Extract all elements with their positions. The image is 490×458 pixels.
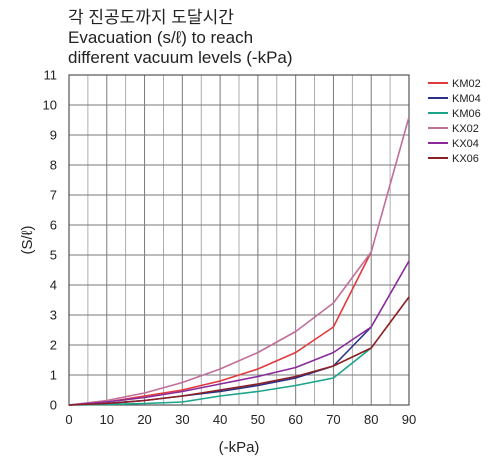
y-tick-label: 5 [50,248,57,263]
tick-labels: 0 10 20 30 40 50 60 70 80 90 0 1 2 3 4 5 6 7 8 9 10 11 [43,68,417,428]
y-axis-label: (S/ℓ) [19,225,36,254]
plot-frame [68,74,410,406]
x-tick-label: 80 [364,412,378,427]
x-tick-label: 0 [65,412,72,427]
legend-item-kx04: KX04 [428,138,479,150]
series-line-kx06 [68,296,410,406]
series-lines [68,116,410,406]
legend: KM02 KM04 KM06 KX02 KX04 KX06 [428,78,481,165]
legend-label: KX04 [452,138,479,150]
x-tick-label: 70 [326,412,340,427]
series-line-kx02 [68,116,410,406]
y-tick-label: 1 [50,368,57,383]
y-tick-label: 11 [44,68,58,83]
series-line-kx04 [68,260,410,406]
y-tick-label: 7 [50,188,57,203]
legend-label: KM04 [452,93,481,105]
chart-title-line-2: Evacuation (s/ℓ) to reach [68,28,254,47]
legend-label: KX06 [452,153,479,165]
legend-item-kx06: KX06 [428,153,479,165]
x-tick-label: 90 [402,412,416,427]
x-tick-label: 40 [213,412,227,427]
x-tick-label: 30 [175,412,189,427]
y-tick-label: 9 [50,128,57,143]
series-line-km06 [68,347,372,406]
x-tick-label: 20 [137,412,151,427]
y-tick-label: 3 [50,308,57,323]
legend-label: KM06 [452,108,481,120]
x-tick-label: 50 [251,412,265,427]
grid [68,74,410,406]
legend-item-kx02: KX02 [428,123,479,135]
legend-item-km04: KM04 [428,93,481,105]
y-tick-label: 4 [50,278,57,293]
x-axis-label: (-kPa) [219,439,260,456]
legend-label: KM02 [452,78,481,90]
y-tick-label: 8 [50,158,57,173]
chart-title-line-3: different vacuum levels (-kPa) [68,48,293,67]
chart-title: 각 진공도까지 도달시간 Evacuation (s/ℓ) to reach d… [68,8,293,68]
y-tick-label: 6 [50,218,57,233]
y-tick-label: 2 [50,338,57,353]
legend-label: KX02 [452,123,479,135]
x-tick-label: 60 [288,412,302,427]
y-tick-label: 10 [43,98,57,113]
x-tick-label: 10 [100,412,114,427]
chart-title-line-1: 각 진공도까지 도달시간 [68,8,234,27]
legend-item-km02: KM02 [428,78,481,90]
legend-item-km06: KM06 [428,108,481,120]
y-tick-label: 0 [50,398,57,413]
